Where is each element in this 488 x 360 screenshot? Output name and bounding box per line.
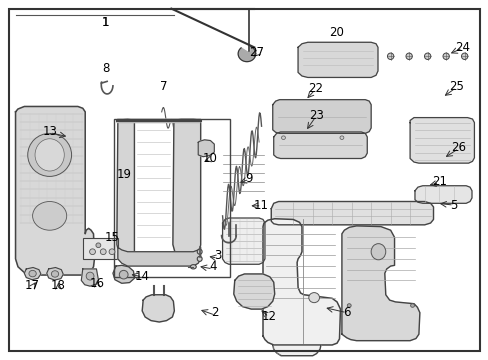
- Text: 3: 3: [214, 249, 221, 262]
- Text: 26: 26: [450, 141, 466, 154]
- Text: 24: 24: [454, 41, 469, 54]
- Ellipse shape: [346, 304, 350, 307]
- Text: 4: 4: [209, 260, 216, 273]
- Polygon shape: [238, 46, 255, 62]
- Text: 7: 7: [160, 80, 167, 93]
- Ellipse shape: [119, 270, 128, 279]
- Ellipse shape: [281, 136, 285, 139]
- Text: 16: 16: [90, 278, 105, 291]
- Text: 22: 22: [307, 82, 322, 95]
- Text: 23: 23: [308, 109, 323, 122]
- Ellipse shape: [405, 53, 411, 59]
- Ellipse shape: [339, 136, 343, 139]
- Ellipse shape: [461, 53, 467, 59]
- Text: 15: 15: [104, 231, 119, 244]
- Ellipse shape: [35, 139, 64, 171]
- Ellipse shape: [197, 249, 202, 254]
- Bar: [114, 119, 229, 277]
- Polygon shape: [142, 295, 174, 322]
- Polygon shape: [222, 218, 264, 264]
- Polygon shape: [271, 202, 433, 225]
- Text: 18: 18: [51, 279, 66, 292]
- Polygon shape: [16, 107, 94, 275]
- Text: 19: 19: [116, 168, 131, 181]
- Text: 9: 9: [245, 172, 253, 185]
- Ellipse shape: [86, 272, 94, 280]
- Bar: [82, 238, 118, 259]
- Ellipse shape: [96, 243, 101, 248]
- Polygon shape: [341, 226, 419, 341]
- Ellipse shape: [190, 265, 196, 269]
- Ellipse shape: [308, 293, 319, 303]
- Text: 20: 20: [329, 27, 344, 40]
- Ellipse shape: [100, 249, 106, 255]
- Ellipse shape: [370, 244, 385, 260]
- Ellipse shape: [410, 304, 414, 307]
- Text: 8: 8: [102, 62, 109, 75]
- Ellipse shape: [424, 53, 430, 59]
- Text: 1: 1: [102, 16, 109, 29]
- Text: 25: 25: [448, 80, 463, 93]
- Polygon shape: [272, 100, 370, 134]
- Polygon shape: [273, 132, 366, 158]
- Text: 17: 17: [25, 279, 40, 292]
- Ellipse shape: [442, 53, 448, 59]
- Polygon shape: [117, 119, 200, 123]
- Polygon shape: [272, 345, 320, 356]
- Polygon shape: [263, 219, 340, 345]
- Polygon shape: [298, 42, 377, 77]
- Text: 1: 1: [102, 16, 109, 29]
- Ellipse shape: [109, 249, 115, 255]
- Polygon shape: [81, 269, 98, 286]
- Ellipse shape: [29, 270, 36, 277]
- Text: 27: 27: [249, 46, 264, 59]
- Ellipse shape: [33, 202, 66, 230]
- Text: 14: 14: [134, 270, 149, 283]
- Ellipse shape: [197, 256, 202, 261]
- Ellipse shape: [28, 134, 71, 176]
- Ellipse shape: [386, 53, 393, 59]
- Polygon shape: [118, 247, 200, 266]
- Text: 10: 10: [203, 152, 217, 165]
- Text: 2: 2: [211, 306, 219, 319]
- Text: 21: 21: [431, 175, 446, 188]
- Polygon shape: [181, 9, 249, 51]
- Ellipse shape: [51, 271, 59, 277]
- Text: 11: 11: [254, 199, 268, 212]
- Polygon shape: [233, 274, 274, 309]
- Polygon shape: [47, 267, 63, 280]
- Polygon shape: [409, 118, 473, 163]
- Polygon shape: [414, 186, 471, 203]
- Text: 13: 13: [42, 125, 57, 138]
- Ellipse shape: [89, 249, 95, 255]
- Polygon shape: [113, 265, 134, 283]
- Polygon shape: [198, 140, 214, 157]
- Polygon shape: [117, 119, 134, 260]
- Text: 6: 6: [343, 306, 350, 319]
- Text: 12: 12: [261, 310, 276, 323]
- Polygon shape: [24, 267, 41, 280]
- Polygon shape: [173, 119, 200, 260]
- Text: 5: 5: [449, 199, 457, 212]
